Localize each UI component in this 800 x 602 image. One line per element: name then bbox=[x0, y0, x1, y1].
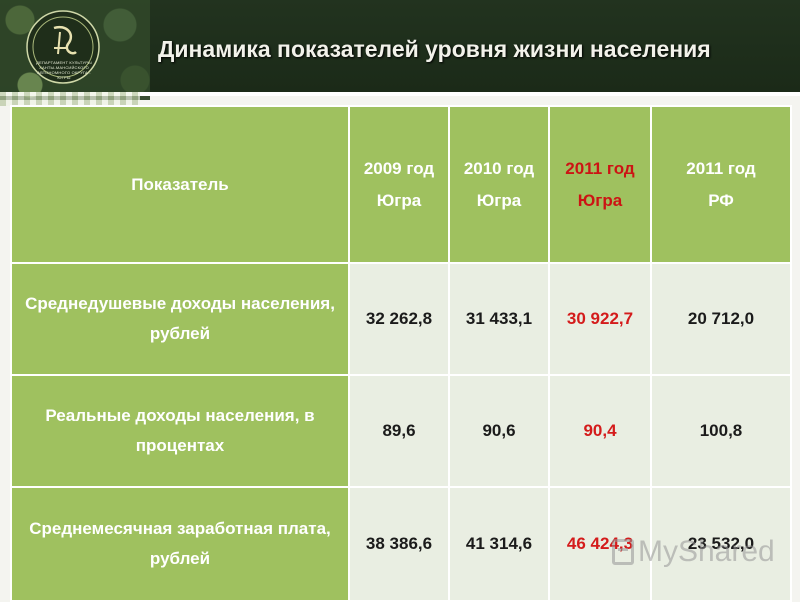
watermark-logo-icon bbox=[612, 539, 634, 565]
watermark: MyShared bbox=[612, 535, 775, 569]
table-cell: 90,6 bbox=[448, 374, 550, 488]
table-row: Среднедушевые доходы населения, рублей 3… bbox=[10, 262, 792, 376]
table-row: Реальные доходы населения, в процентах 8… bbox=[10, 374, 792, 488]
indicators-table: Показатель 2009 год Югра 2010 год Югра 201… bbox=[10, 105, 792, 602]
decorative-strip bbox=[0, 92, 140, 106]
table-row: Среднемесячная заработная плата, рублей … bbox=[10, 486, 792, 602]
table-cell: 89,6 bbox=[348, 374, 450, 488]
table-cell: 41 314,6 bbox=[448, 486, 550, 602]
header-bar: ДЕПАРТАМЕНТ КУЛЬТУРЫ ХАНТЫ-МАНСИЙСКОГО А… bbox=[0, 0, 800, 100]
table-cell-highlighted: 46 424,3 bbox=[548, 486, 652, 602]
column-header-highlighted: 2011 год Югра bbox=[548, 105, 652, 264]
row-label: Среднемесячная заработная плата, рублей bbox=[10, 486, 350, 602]
table-cell: 31 433,1 bbox=[448, 262, 550, 376]
table-cell-highlighted: 90,4 bbox=[548, 374, 652, 488]
table-header-row: Показатель 2009 год Югра 2010 год Югра 201… bbox=[10, 105, 792, 264]
row-label: Реальные доходы населения, в процентах bbox=[10, 374, 350, 488]
table-cell: 38 386,6 bbox=[348, 486, 450, 602]
table-cell: 100,8 bbox=[650, 374, 792, 488]
emblem-icon bbox=[26, 10, 100, 84]
table-cell-highlighted: 30 922,7 bbox=[548, 262, 652, 376]
page-title: Динамика показателей уровня жизни населе… bbox=[158, 36, 711, 62]
column-header: 2010 год Югра bbox=[448, 105, 550, 264]
watermark-text: MyShared bbox=[638, 535, 775, 568]
column-header: 2009 год Югра bbox=[348, 105, 450, 264]
table-cell: 23 532,0 bbox=[650, 486, 792, 602]
logo-caption: ДЕПАРТАМЕНТ КУЛЬТУРЫ ХАНТЫ-МАНСИЙСКОГО А… bbox=[36, 60, 92, 80]
column-header: 2011 год РФ bbox=[650, 105, 792, 264]
table-cell: 32 262,8 bbox=[348, 262, 450, 376]
table-cell: 20 712,0 bbox=[650, 262, 792, 376]
column-header: Показатель bbox=[10, 105, 350, 264]
header-divider bbox=[0, 92, 800, 96]
row-label: Среднедушевые доходы населения, рублей bbox=[10, 262, 350, 376]
